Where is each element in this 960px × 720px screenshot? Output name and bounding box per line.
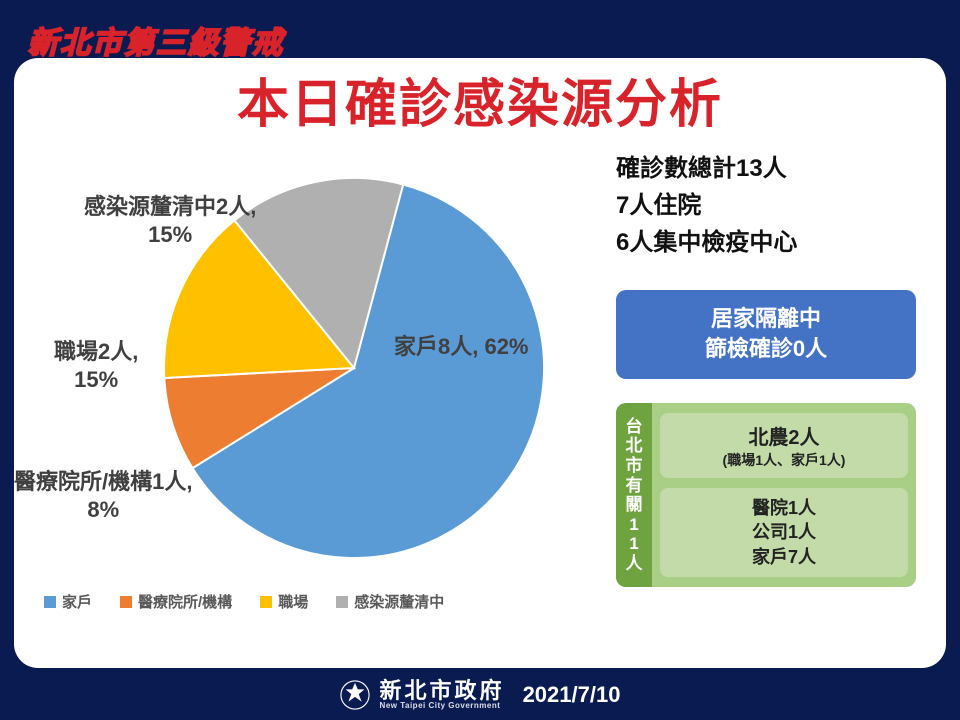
taipei-related-box: 台北市有關11人 北農2人 (職場1人、家戶1人) 醫院1人 公司1人 家戶7人 xyxy=(616,403,916,587)
legend-item-1: 醫療院所/機構 xyxy=(120,591,232,612)
side-column: 確診數總計13人 7人住院 6人集中檢疫中心 居家隔離中 篩檢確診0人 台北市有… xyxy=(616,150,916,587)
slice-label-1: 醫療院所/機構1人,8% xyxy=(14,468,192,523)
legend-swatch-icon xyxy=(44,596,56,608)
page-title: 本日確診感染源分析 xyxy=(14,62,946,137)
legend-swatch-icon xyxy=(260,596,272,608)
green-card-2-l2: 公司1人 xyxy=(666,520,902,544)
green-card-1-small: (職場1人、家戶1人) xyxy=(666,450,902,470)
chart-legend: 家戶 醫療院所/機構 職場 感染源釐清中 xyxy=(44,591,604,612)
footer-date: 2021/7/10 xyxy=(523,682,621,708)
slice-label-0: 家戶8人, 62% xyxy=(394,333,529,361)
legend-swatch-icon xyxy=(336,596,348,608)
summary-hospitalized: 7人住院 xyxy=(616,187,916,224)
legend-item-3: 感染源釐清中 xyxy=(336,591,444,612)
legend-label: 職場 xyxy=(278,591,308,612)
gov-seal-icon xyxy=(340,680,370,710)
green-card-2: 醫院1人 公司1人 家戶7人 xyxy=(660,488,908,577)
green-card-1: 北農2人 (職場1人、家戶1人) xyxy=(660,413,908,478)
footer: 新北市政府 New Taipei City Government 2021/7/… xyxy=(0,680,960,710)
footer-org-cn: 新北市政府 xyxy=(380,680,505,702)
legend-swatch-icon xyxy=(120,596,132,608)
alert-level-banner: 新北市第三級警戒 xyxy=(28,18,284,62)
legend-label: 感染源釐清中 xyxy=(354,591,444,612)
green-card-2-l3: 家戶7人 xyxy=(666,545,902,569)
home-isolation-box: 居家隔離中 篩檢確診0人 xyxy=(616,290,916,380)
green-side-label: 台北市有關11人 xyxy=(616,403,652,587)
slice-label-2: 職場2人,15% xyxy=(54,338,138,393)
summary-quarantine-center: 6人集中檢疫中心 xyxy=(616,224,916,261)
footer-org-en: New Taipei City Government xyxy=(380,702,505,710)
content-panel: 本日確診感染源分析 家戶8人, 62% 醫療院所/機構1人,8% 職場2人,15% 感… xyxy=(14,58,946,668)
slice-label-3: 感染源釐清中2人,15% xyxy=(84,193,256,248)
green-card-1-big: 北農2人 xyxy=(666,421,902,450)
summary-total: 確診數總計13人 xyxy=(616,150,916,187)
legend-label: 家戶 xyxy=(62,591,92,612)
legend-item-2: 職場 xyxy=(260,591,308,612)
legend-label: 醫療院所/機構 xyxy=(138,591,232,612)
summary-block: 確診數總計13人 7人住院 6人集中檢疫中心 xyxy=(616,150,916,262)
blue-box-line1: 居家隔離中 xyxy=(626,304,906,335)
green-card-2-l1: 醫院1人 xyxy=(666,496,902,520)
blue-box-line2: 篩檢確診0人 xyxy=(626,334,906,365)
gov-logo: 新北市政府 New Taipei City Government xyxy=(340,680,505,710)
pie-chart-area: 家戶8人, 62%醫療院所/機構1人,8%職場2人,15%感染源釐清中2人,15… xyxy=(24,138,604,618)
legend-item-0: 家戶 xyxy=(44,591,92,612)
